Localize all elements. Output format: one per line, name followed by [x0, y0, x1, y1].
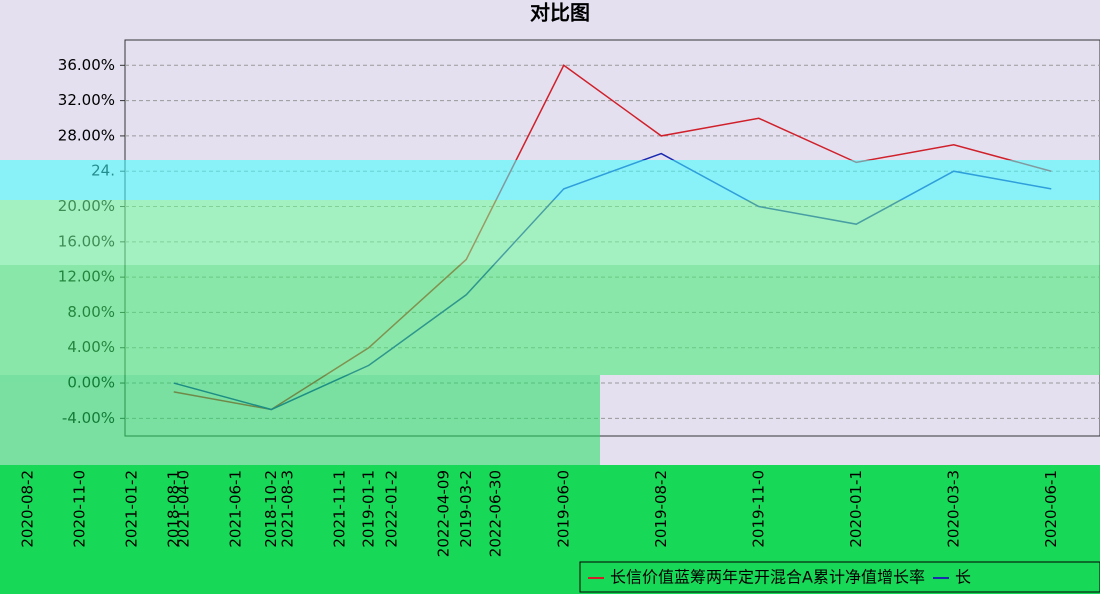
x-tick-label: 2020-11-0 — [71, 470, 89, 548]
band — [0, 265, 1100, 375]
legend-label: 长 — [955, 568, 971, 587]
x-tick-label: 2019-01-1 — [359, 470, 377, 548]
band — [0, 160, 1100, 200]
band — [0, 200, 1100, 265]
y-tick-label: 32.00% — [58, 91, 115, 109]
y-tick-label: 36.00% — [58, 56, 115, 74]
x-tick-label: 2021-11-1 — [331, 470, 349, 548]
y-tick-label: 28.00% — [58, 126, 115, 144]
x-tick-label: 2019-06-0 — [554, 470, 572, 548]
x-tick-label: 2019-08-2 — [652, 470, 670, 548]
x-tick-label: 2021-06-1 — [227, 470, 245, 548]
x-tick-label: 2021-01-2 — [123, 470, 141, 548]
x-tick-label: 2020-03-3 — [944, 470, 962, 548]
legend-box — [579, 561, 1100, 593]
chart-title: 对比图 — [530, 1, 590, 25]
x-tick-label: 2021-04-0 — [175, 470, 193, 548]
x-tick-label: 2019-11-0 — [749, 470, 767, 548]
x-tick-label: 2022-04-09 — [435, 470, 453, 557]
x-tick-label: 2022-06-30 — [487, 470, 505, 557]
x-tick-label: 2018-08-1 — [164, 470, 182, 548]
x-tick-label: 2022-01-2 — [383, 470, 401, 548]
x-tick-label: 2020-06-1 — [1042, 470, 1060, 548]
band — [0, 375, 600, 465]
x-tick-label: 2020-08-2 — [19, 470, 37, 548]
x-tick-label: 2018-10-2 — [262, 470, 280, 548]
legend-label: 长信价值蓝筹两年定开混合A累计净值增长率 — [610, 568, 925, 587]
x-tick-label: 2020-01-1 — [847, 470, 865, 548]
x-tick-label: 2021-08-3 — [279, 470, 297, 548]
x-tick-label: 2019-03-2 — [457, 470, 475, 548]
glitch-bands — [0, 160, 1100, 465]
